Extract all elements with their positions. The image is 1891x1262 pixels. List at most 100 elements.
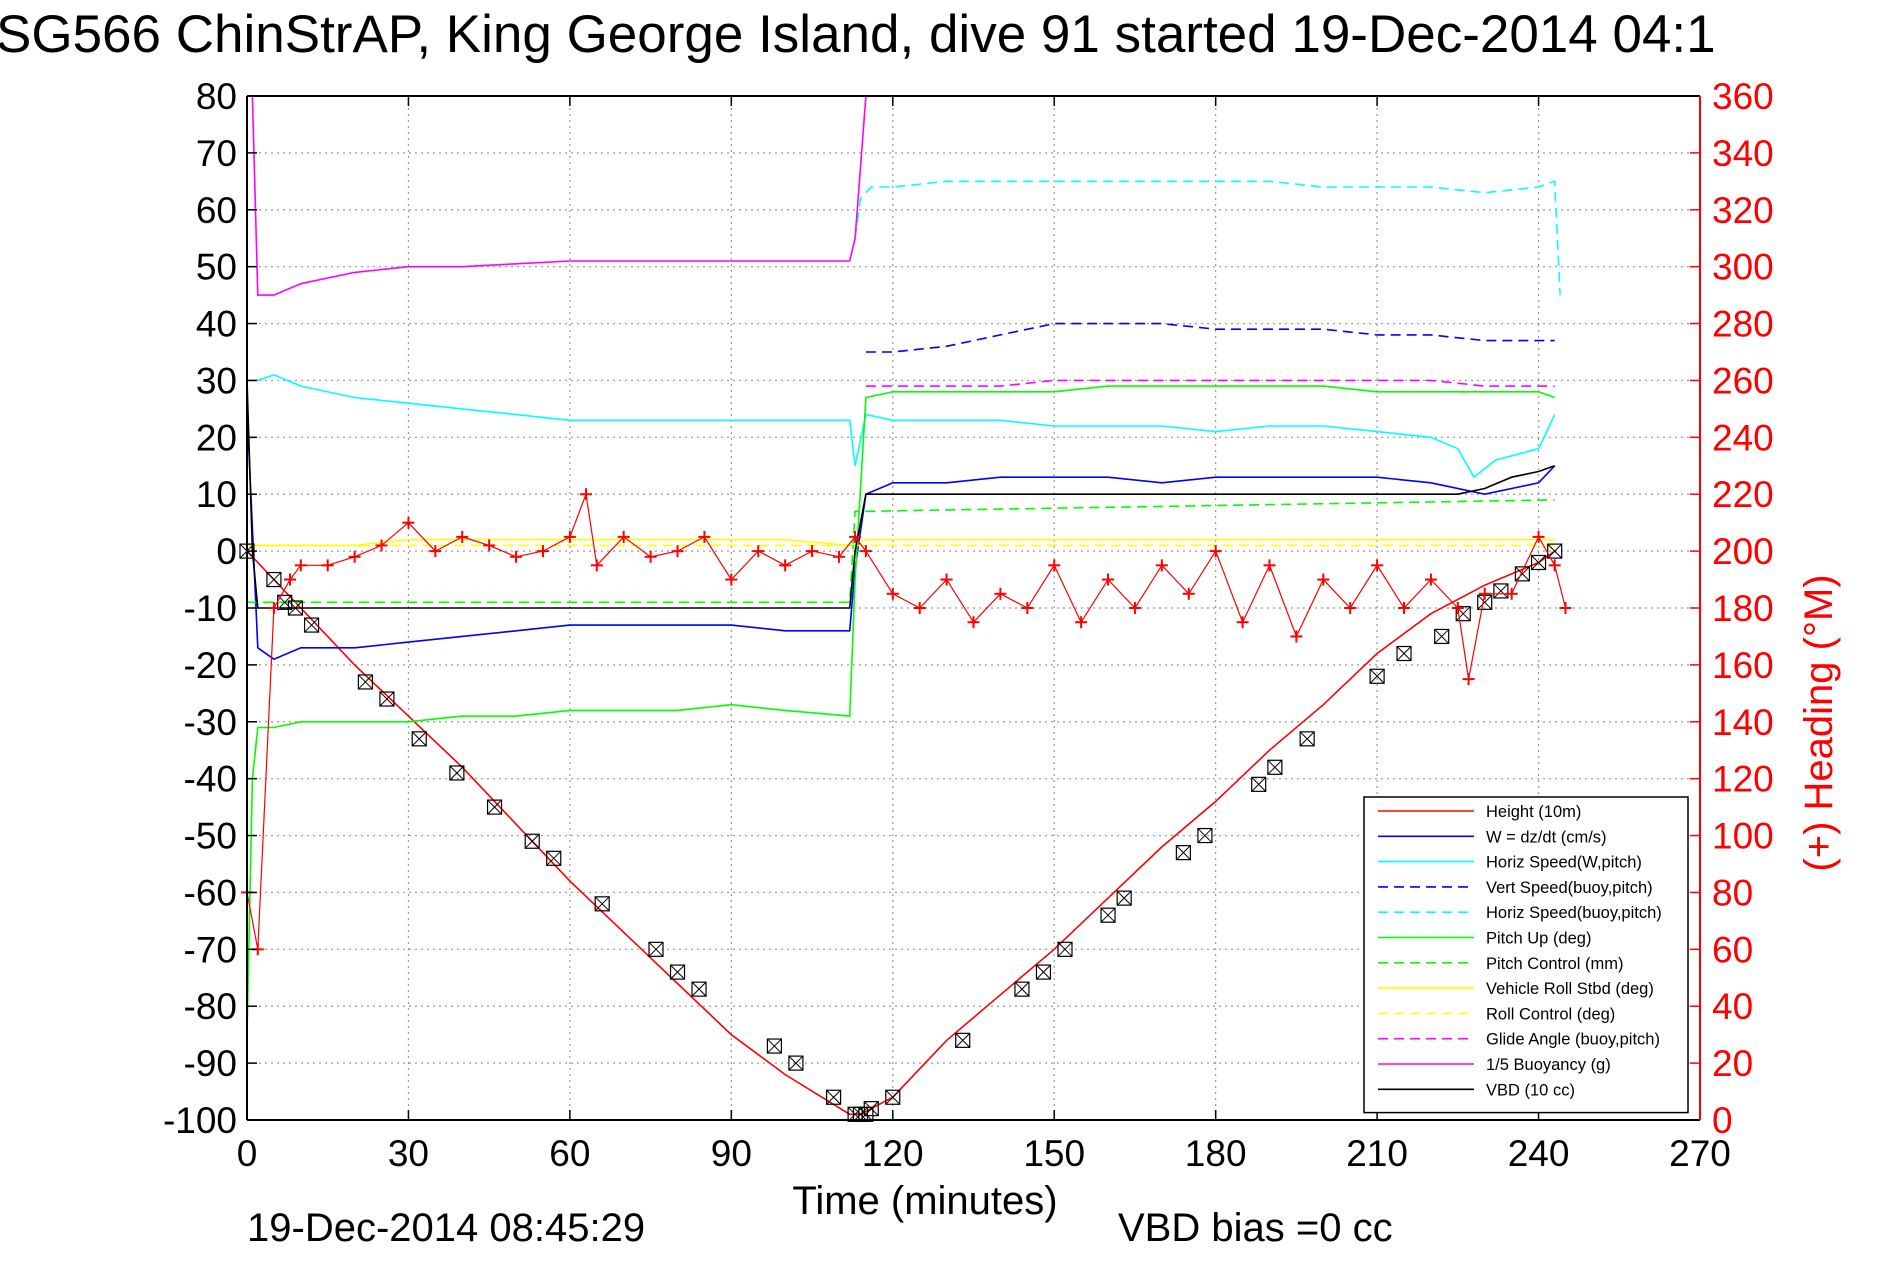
height-marker-cross bbox=[487, 799, 502, 815]
height-marker-box bbox=[1267, 759, 1283, 775]
y-tick-label: -50 bbox=[184, 816, 237, 857]
right-y-axis-label: (+) Heading (°M) bbox=[1797, 574, 1841, 871]
y2-tick-label: 300 bbox=[1712, 247, 1774, 288]
x-axis-label: Time (minutes) bbox=[792, 1179, 1057, 1223]
height-marker-box bbox=[858, 1106, 874, 1122]
height-marker-cross bbox=[277, 594, 293, 610]
height-marker bbox=[691, 981, 707, 997]
height-marker-cross bbox=[1369, 668, 1385, 684]
legend-entry: Horiz Speed(buoy,pitch) bbox=[1486, 904, 1662, 922]
height-marker-cross bbox=[1434, 629, 1450, 644]
height-marker-cross bbox=[691, 981, 707, 997]
height-marker-box bbox=[1514, 566, 1531, 582]
height-marker bbox=[1369, 668, 1385, 684]
y2-tick-label: 220 bbox=[1712, 474, 1774, 515]
height-marker-box bbox=[766, 1038, 782, 1054]
height-marker-box bbox=[594, 896, 610, 912]
height-marker-box bbox=[379, 691, 395, 707]
y-tick-label: 70 bbox=[196, 133, 237, 174]
height-marker-cross bbox=[826, 1089, 841, 1105]
height-marker-box bbox=[691, 981, 707, 997]
height-marker-box bbox=[1014, 981, 1030, 997]
height-marker-cross bbox=[1251, 777, 1267, 792]
x-tick-label: 90 bbox=[711, 1133, 752, 1174]
height-marker-box bbox=[1547, 543, 1563, 559]
y-tick-label: 20 bbox=[196, 417, 237, 458]
height-marker bbox=[1530, 554, 1547, 571]
series-vert-speed-buoy-pitch bbox=[865, 322, 1555, 353]
height-marker bbox=[1035, 964, 1052, 980]
series-pitch-up-deg bbox=[246, 385, 1555, 1035]
height-marker-cross bbox=[1267, 759, 1283, 775]
x-tick-label: 60 bbox=[549, 1133, 590, 1174]
height-marker bbox=[1251, 776, 1267, 792]
height-marker bbox=[524, 833, 540, 849]
height-marker-cross bbox=[670, 964, 685, 980]
height-marker-box bbox=[885, 1089, 901, 1105]
height-marker bbox=[303, 617, 320, 633]
height-marker bbox=[1116, 890, 1132, 906]
height-marker-cross bbox=[1455, 606, 1471, 622]
height-marker-box bbox=[449, 765, 465, 781]
y2-tick-label: 80 bbox=[1712, 872, 1753, 913]
y2-tick-label: 340 bbox=[1712, 133, 1774, 174]
height-marker-cross bbox=[288, 600, 303, 616]
height-marker-cross bbox=[1477, 594, 1493, 610]
height-marker bbox=[594, 896, 610, 912]
height-marker-box bbox=[524, 833, 540, 849]
height-marker-box bbox=[648, 941, 664, 957]
height-marker-cross bbox=[304, 617, 319, 633]
y-tick-label: -60 bbox=[184, 872, 237, 913]
y-tick-label: -70 bbox=[184, 929, 237, 970]
y2-tick-label: 180 bbox=[1712, 588, 1774, 629]
y2-tick-label: 320 bbox=[1712, 190, 1774, 231]
legend-entry: VBD (10 cc) bbox=[1486, 1081, 1575, 1099]
legend-entry: 1/5 Buoyancy (g) bbox=[1486, 1056, 1611, 1074]
height-marker-cross bbox=[788, 1055, 804, 1071]
height-marker-cross bbox=[1531, 555, 1546, 570]
y2-tick-label: 60 bbox=[1712, 929, 1753, 970]
series-height-10m bbox=[246, 550, 1556, 1116]
y2-tick-label: 100 bbox=[1712, 816, 1774, 857]
y2-tick-label: 20 bbox=[1712, 1043, 1753, 1084]
y2-tick-label: 140 bbox=[1712, 702, 1774, 743]
height-marker-cross bbox=[1100, 907, 1116, 923]
y-tick-label: 0 bbox=[216, 531, 237, 572]
height-marker bbox=[1197, 827, 1213, 844]
height-marker-box bbox=[1057, 941, 1073, 957]
timestamp-footer: 19-Dec-2014 08:45:29 bbox=[247, 1206, 645, 1250]
height-marker-box bbox=[1369, 668, 1385, 684]
height-marker-box bbox=[1100, 907, 1116, 923]
height-marker-cross bbox=[1197, 828, 1213, 843]
legend-entry: Height (10m) bbox=[1486, 803, 1581, 821]
height-marker-box bbox=[411, 731, 427, 747]
axes-layer: 0 30 60 90 120 150 180 210 240 270 80 70 60 50 40 30 20 1… bbox=[163, 76, 1774, 1174]
chart-title: SG566 ChinStrAP, King George Island, div… bbox=[0, 5, 1716, 64]
height-marker bbox=[449, 765, 465, 781]
height-marker-cross bbox=[524, 833, 540, 849]
y-tick-label: 80 bbox=[196, 76, 237, 117]
grid-layer bbox=[247, 96, 1700, 1120]
height-marker bbox=[825, 1089, 842, 1105]
height-marker-box bbox=[1530, 554, 1547, 571]
height-marker-cross bbox=[1057, 941, 1073, 957]
height-marker bbox=[648, 941, 664, 957]
height-marker bbox=[1014, 981, 1030, 997]
height-marker-cross bbox=[1547, 543, 1563, 559]
height-marker bbox=[1100, 907, 1116, 923]
x-tick-label: 210 bbox=[1346, 1133, 1408, 1174]
y2-tick-label: 120 bbox=[1712, 759, 1774, 800]
height-marker-box bbox=[1434, 628, 1450, 645]
series-heading bbox=[246, 491, 1567, 950]
height-marker-cross bbox=[546, 850, 562, 866]
y-tick-label: 50 bbox=[196, 247, 237, 288]
height-marker bbox=[1434, 628, 1450, 645]
height-marker bbox=[357, 674, 373, 690]
height-marker-cross bbox=[1014, 981, 1030, 997]
height-marker-cross bbox=[1116, 890, 1132, 906]
x-tick-label: 30 bbox=[388, 1133, 429, 1174]
legend-entry: Vert Speed(buoy,pitch) bbox=[1486, 879, 1653, 897]
height-marker-box bbox=[1493, 583, 1509, 599]
